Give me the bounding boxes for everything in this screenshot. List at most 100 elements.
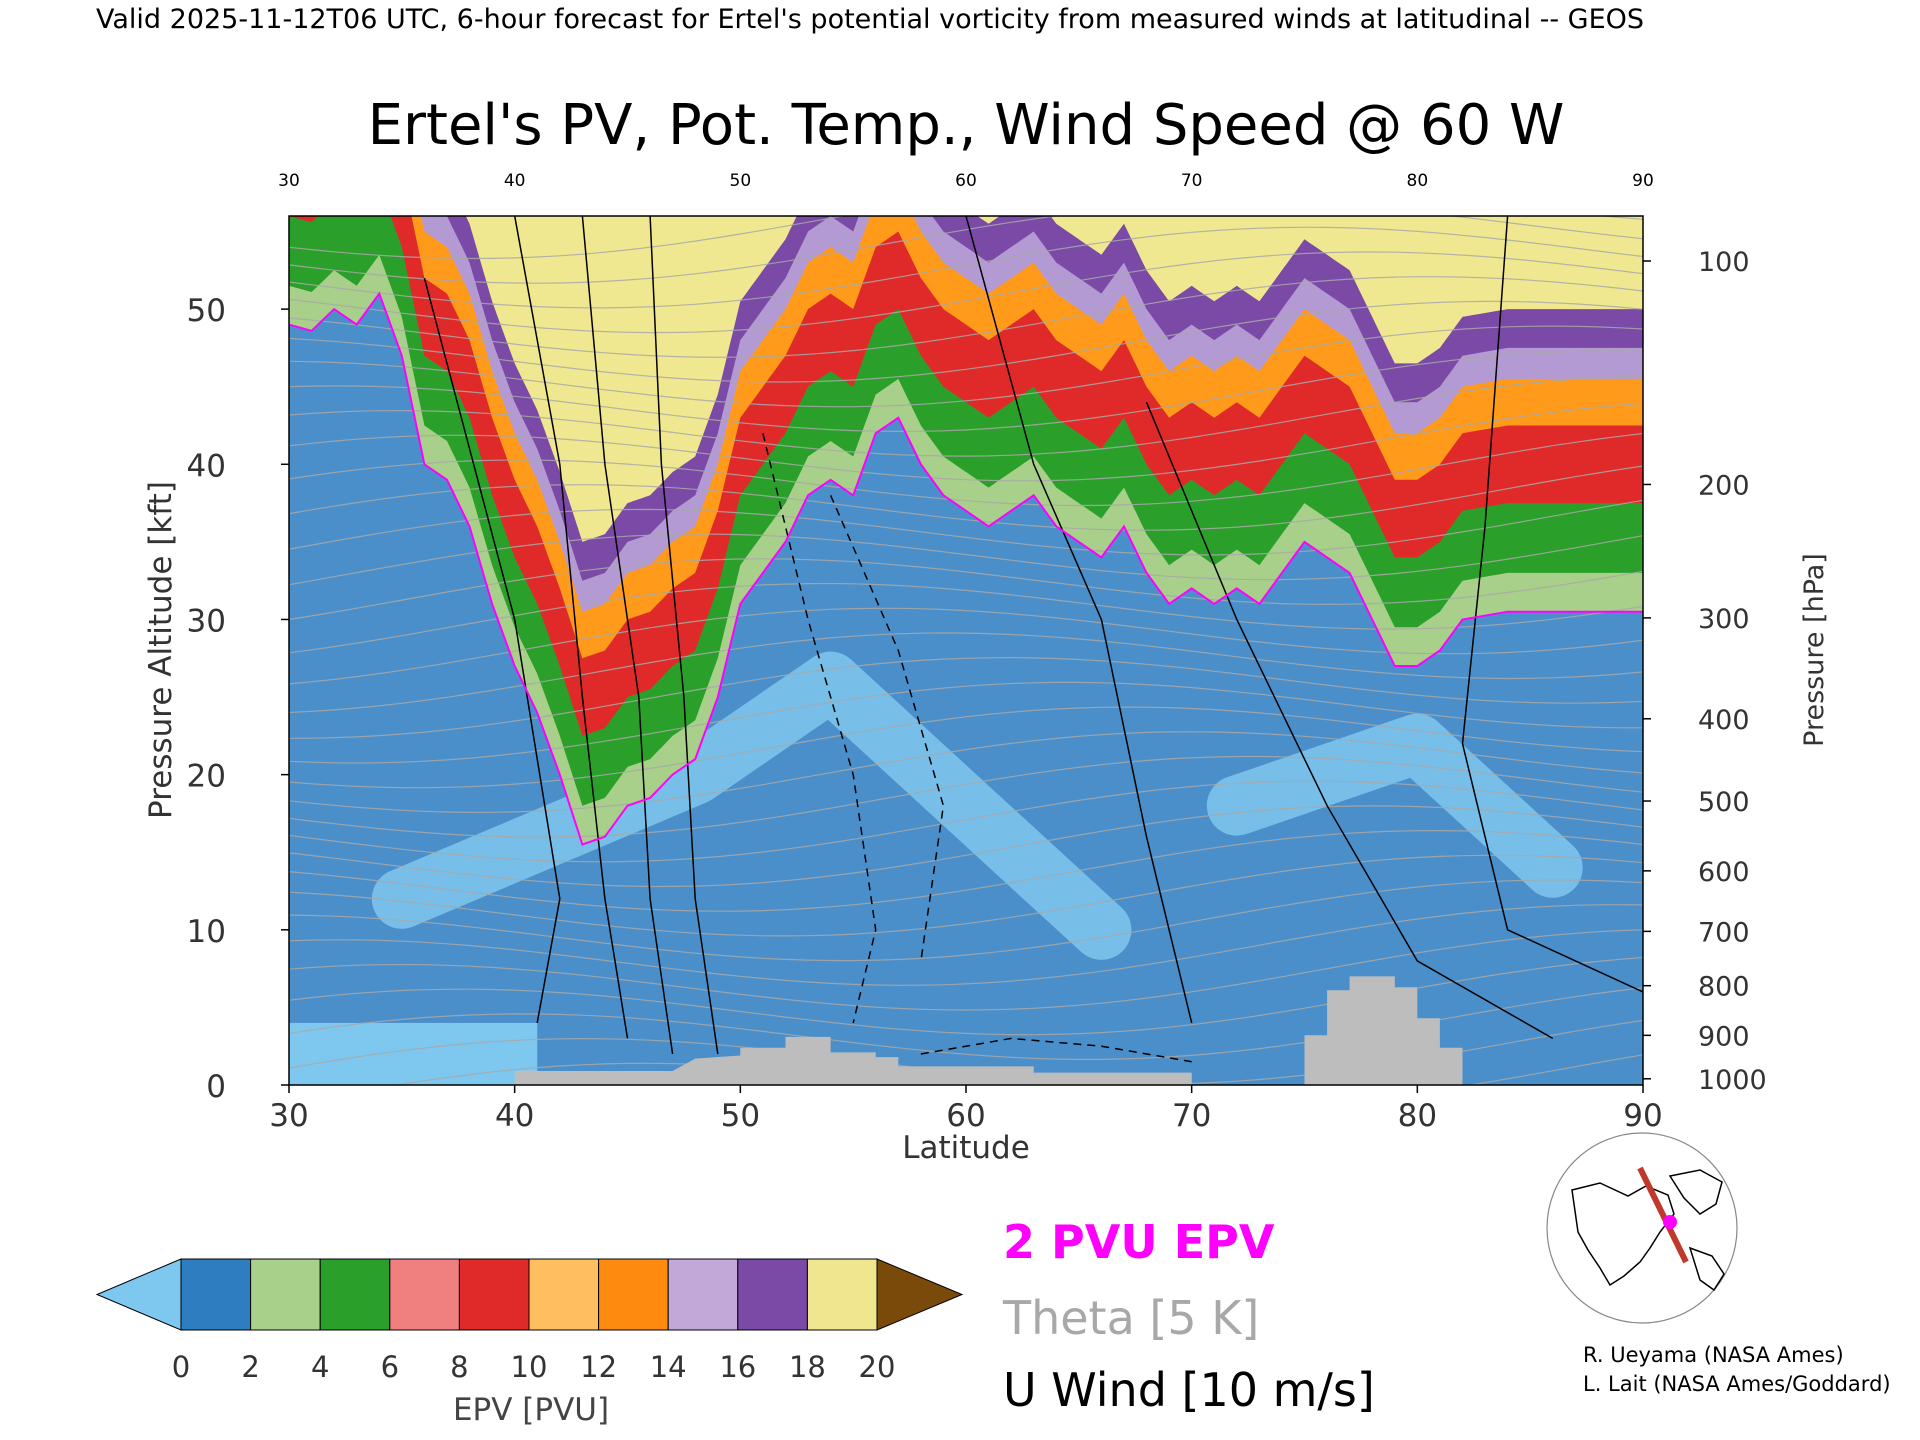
x-tick-label: 90	[1623, 1098, 1662, 1134]
x-top-tick-label: 40	[504, 171, 526, 191]
colorbar-tick-label: 12	[580, 1350, 617, 1384]
pressure-tick-label: 200	[1698, 470, 1750, 501]
pressure-tick-label: 800	[1698, 972, 1750, 1003]
y-tick-label: 50	[187, 293, 226, 329]
theta-contour	[289, 755, 1643, 838]
y-tick-label: 30	[187, 603, 226, 639]
colorbar-swatch	[458, 1258, 530, 1331]
u-wind-contour	[762, 433, 877, 1024]
y-axis-label-left: Pressure Altitude [kft]	[143, 481, 179, 819]
theta-contour	[289, 656, 1643, 739]
x-axis-label: Latitude	[902, 1130, 1030, 1166]
x-tick-label: 70	[1172, 1098, 1211, 1134]
pressure-tick-label: 300	[1698, 604, 1750, 635]
x-top-tick-label: 70	[1181, 171, 1203, 191]
theta-contour	[289, 216, 1643, 284]
theta-contour	[289, 276, 1643, 358]
legend-uwind: U Wind [10 m/s]	[1003, 1363, 1375, 1417]
theta-contour	[289, 350, 1643, 433]
theta-contour	[289, 402, 1643, 482]
chart-title: Ertel's PV, Pot. Temp., Wind Speed @ 60 …	[368, 93, 1565, 158]
locator-map-outline	[1546, 1132, 1738, 1324]
x-tick-label: 50	[721, 1098, 760, 1134]
legend-theta: Theta [5 K]	[1002, 1291, 1259, 1345]
u-wind-contour	[581, 216, 674, 1055]
theta-contour	[289, 499, 1643, 556]
terrain	[289, 976, 1643, 1085]
u-wind-contour	[829, 495, 945, 962]
colorbar-tick-label: 18	[789, 1350, 826, 1384]
theta-contour	[289, 879, 1643, 962]
locator-map-coastlines	[1571, 1169, 1725, 1292]
colorbar-tick-label: 0	[172, 1350, 190, 1384]
u-wind-contour	[1145, 401, 1554, 1040]
x-top-tick-label: 30	[278, 171, 300, 191]
y-tick-label: 10	[187, 914, 226, 950]
theta-contour	[289, 607, 1643, 685]
theta-contour	[289, 805, 1643, 888]
theta-contour	[289, 216, 1643, 260]
colorbar-tick-label: 4	[311, 1350, 329, 1384]
credit-line-1: R. Ueyama (NASA Ames)	[1583, 1343, 1844, 1367]
theta-contour	[289, 226, 1643, 309]
colorbar-tick-label: 8	[450, 1350, 468, 1384]
colorbar-swatch	[806, 1258, 878, 1331]
colorbar-swatch	[528, 1258, 600, 1331]
x-top-tick-label: 50	[730, 171, 752, 191]
theta-contour	[289, 325, 1643, 408]
colorbar-tick-label: 6	[381, 1350, 399, 1384]
pressure-tick-label: 100	[1698, 247, 1750, 278]
x-top-tick-label: 80	[1407, 171, 1429, 191]
y-tick-label: 0	[206, 1069, 226, 1105]
theta-contour	[289, 465, 1643, 531]
u-wind-contour	[423, 277, 561, 1024]
colorbar: 0 2 4 6 8 10 12 14 16 18 20	[95, 1258, 964, 1384]
theta-contour	[289, 558, 1643, 621]
x-tick-label: 60	[946, 1098, 985, 1134]
colorbar-swatch	[319, 1258, 391, 1331]
plot-area	[289, 216, 1643, 1085]
u-wind-contour	[965, 216, 1193, 1024]
locator-map-section-line	[1637, 1166, 1689, 1264]
theta-contour	[289, 632, 1643, 714]
colorbar-swatch	[598, 1258, 669, 1331]
colorbar-tick-label: 10	[511, 1350, 548, 1384]
theta-contour	[289, 904, 1643, 986]
colorbar-tick-label: 2	[241, 1350, 259, 1384]
pressure-tick-label: 1000	[1698, 1065, 1767, 1096]
theta-contour	[289, 432, 1643, 507]
colorbar-swatch	[180, 1258, 252, 1331]
colorbar-swatch	[737, 1258, 808, 1331]
x-tick-label: 40	[495, 1098, 534, 1134]
theta-contour	[392, 1054, 1643, 1085]
x-tick-label: 30	[269, 1098, 308, 1134]
theta-contour	[289, 681, 1643, 764]
u-wind-contour	[1461, 216, 1643, 993]
locator-map	[1545, 1132, 1740, 1324]
u-wind-contour	[649, 216, 719, 1055]
colorbar-swatch	[667, 1258, 739, 1331]
theta-contour	[289, 929, 1643, 1011]
pressure-tick-label: 400	[1698, 705, 1750, 736]
y-axis-label-right: Pressure [hPa]	[1799, 553, 1830, 747]
y-tick-label: 40	[187, 448, 226, 484]
theta-contour	[289, 251, 1643, 334]
colorbar-under-arrow	[95, 1258, 182, 1331]
colorbar-tick-label: 14	[650, 1350, 687, 1384]
colorbar-swatch	[389, 1258, 460, 1331]
pressure-tick-label: 700	[1698, 917, 1750, 948]
colorbar-over-arrow	[876, 1258, 964, 1331]
theta-contour	[289, 731, 1643, 814]
low-pv-surface	[289, 1022, 538, 1085]
u-wind-contours	[423, 216, 1643, 1063]
x-tick-label: 80	[1398, 1098, 1437, 1134]
colorbar-label: EPV [PVU]	[453, 1392, 609, 1428]
colorbar-tick-label: 16	[719, 1350, 756, 1384]
theta-contour	[289, 706, 1643, 789]
credit-line-2: L. Lait (NASA Ames/Goddard)	[1583, 1372, 1891, 1396]
theta-contour	[289, 582, 1643, 654]
u-wind-contour	[513, 216, 629, 1039]
u-wind-contour	[920, 1037, 1192, 1063]
theta-contour	[289, 829, 1643, 912]
